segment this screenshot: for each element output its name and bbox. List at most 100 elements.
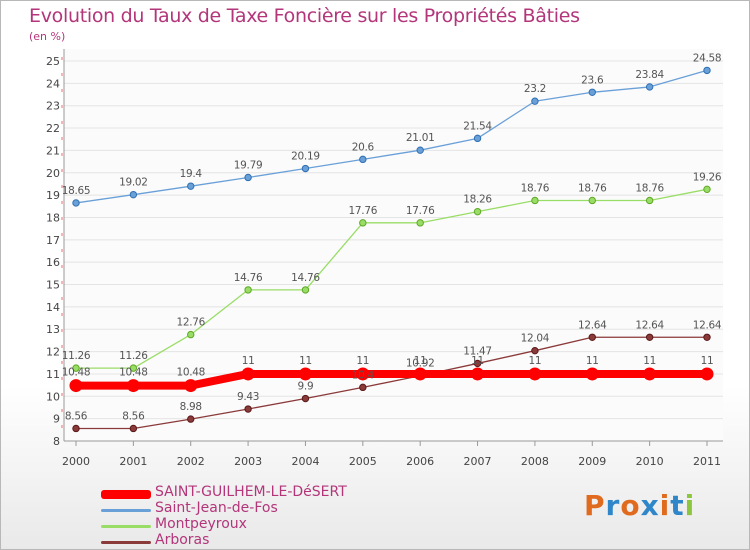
y-tick-label: 8 bbox=[53, 435, 60, 448]
data-label: 9.43 bbox=[237, 391, 259, 403]
y-tick-label: 14 bbox=[46, 301, 60, 314]
x-tick-label: 2001 bbox=[119, 455, 147, 468]
data-point bbox=[72, 364, 80, 372]
data-label: 11 bbox=[643, 355, 656, 367]
data-label: 11 bbox=[471, 355, 484, 367]
legend-swatch bbox=[101, 524, 151, 528]
data-label: 23.6 bbox=[581, 74, 604, 86]
data-point bbox=[473, 207, 482, 216]
data-label: 11 bbox=[242, 355, 255, 367]
logo-letter: t bbox=[670, 489, 685, 522]
series-1-group bbox=[72, 66, 711, 207]
y-tick-label: 22 bbox=[46, 122, 60, 135]
data-point bbox=[703, 66, 711, 75]
data-label: 18.76 bbox=[635, 182, 664, 194]
data-point bbox=[129, 364, 138, 372]
legend-swatch bbox=[101, 508, 151, 512]
data-point bbox=[126, 379, 140, 393]
y-tick-label: 18 bbox=[46, 211, 60, 224]
series-2-group bbox=[72, 185, 711, 372]
data-label: 11 bbox=[586, 355, 599, 367]
data-point bbox=[528, 367, 542, 381]
legend-swatch bbox=[101, 540, 151, 544]
data-label: 12.04 bbox=[521, 333, 550, 345]
data-label: 18.26 bbox=[463, 194, 492, 206]
data-point bbox=[241, 367, 255, 381]
data-label: 23.2 bbox=[524, 83, 546, 95]
data-point bbox=[703, 185, 711, 194]
chart-title: Evolution du Taux de Taxe Foncière sur l… bbox=[29, 5, 580, 27]
y-tick-label: 24 bbox=[46, 77, 60, 90]
x-tick-label: 2007 bbox=[464, 455, 492, 468]
data-point bbox=[359, 219, 367, 227]
data-label: 11.26 bbox=[62, 350, 91, 362]
data-point bbox=[645, 333, 654, 341]
data-label: 21.01 bbox=[406, 132, 435, 144]
data-point bbox=[416, 219, 424, 227]
data-point bbox=[129, 190, 138, 199]
data-label: 18.76 bbox=[521, 182, 550, 194]
data-label: 11 bbox=[414, 355, 427, 367]
data-label: 17.76 bbox=[349, 205, 378, 217]
data-point bbox=[471, 367, 485, 381]
data-label: 18.76 bbox=[578, 182, 607, 194]
data-label: 18.65 bbox=[62, 185, 91, 197]
data-label: 17.76 bbox=[406, 205, 435, 217]
x-tick-label: 2005 bbox=[349, 455, 377, 468]
series-3-group bbox=[72, 333, 711, 433]
data-label: 11 bbox=[356, 355, 369, 367]
data-label: 10.92 bbox=[406, 358, 435, 370]
data-point bbox=[359, 155, 367, 164]
data-point bbox=[413, 367, 427, 381]
logo-letter: o bbox=[620, 489, 641, 522]
data-point bbox=[187, 182, 195, 190]
y-tick-label: 15 bbox=[46, 279, 60, 292]
data-point bbox=[645, 196, 654, 205]
x-tick-label: 2008 bbox=[521, 455, 549, 468]
data-point bbox=[703, 333, 711, 341]
legend-label: Arboras bbox=[155, 532, 210, 548]
x-tick-label: 2006 bbox=[406, 455, 434, 468]
x-tick-label: 2002 bbox=[177, 455, 205, 468]
x-tick-label: 2010 bbox=[636, 455, 664, 468]
data-point bbox=[531, 346, 539, 355]
y-tick-label: 17 bbox=[46, 234, 60, 247]
data-point bbox=[588, 196, 596, 205]
data-label: 11 bbox=[701, 355, 714, 367]
y-tick-label: 21 bbox=[46, 144, 60, 157]
data-label: 12.64 bbox=[635, 319, 664, 331]
data-point bbox=[531, 196, 539, 205]
data-point bbox=[301, 394, 310, 403]
data-point bbox=[298, 367, 312, 381]
data-label: 20.19 bbox=[291, 151, 320, 163]
y-tick-label: 13 bbox=[46, 323, 60, 336]
data-point bbox=[643, 367, 657, 381]
data-point bbox=[244, 405, 252, 413]
y-tick-label: 12 bbox=[46, 346, 60, 359]
x-tick-label: 2004 bbox=[291, 455, 319, 468]
data-point bbox=[359, 383, 367, 392]
logo-letter: i bbox=[659, 489, 671, 522]
data-label: 23.84 bbox=[635, 69, 664, 81]
data-label: 24.58 bbox=[693, 52, 722, 64]
series-line bbox=[75, 336, 708, 430]
data-label: 8.56 bbox=[65, 410, 88, 422]
legend-label: SAINT-GUILHEM-LE-DéSERT bbox=[155, 484, 347, 500]
y-tick-label: 20 bbox=[46, 167, 60, 180]
data-label: 11.47 bbox=[463, 345, 492, 357]
y-tick-label: 11 bbox=[46, 368, 60, 381]
data-point bbox=[187, 330, 195, 339]
data-label: 19.79 bbox=[234, 159, 263, 171]
data-point bbox=[416, 146, 424, 154]
data-point bbox=[69, 379, 83, 393]
y-tick-label: 19 bbox=[46, 189, 60, 202]
data-point bbox=[129, 424, 138, 433]
y-tick-label: 9 bbox=[53, 413, 60, 426]
series-line bbox=[75, 188, 708, 369]
series-line bbox=[72, 369, 711, 390]
data-point bbox=[72, 199, 80, 207]
data-label: 10.4 bbox=[352, 369, 375, 381]
y-tick-label: 23 bbox=[46, 100, 60, 113]
